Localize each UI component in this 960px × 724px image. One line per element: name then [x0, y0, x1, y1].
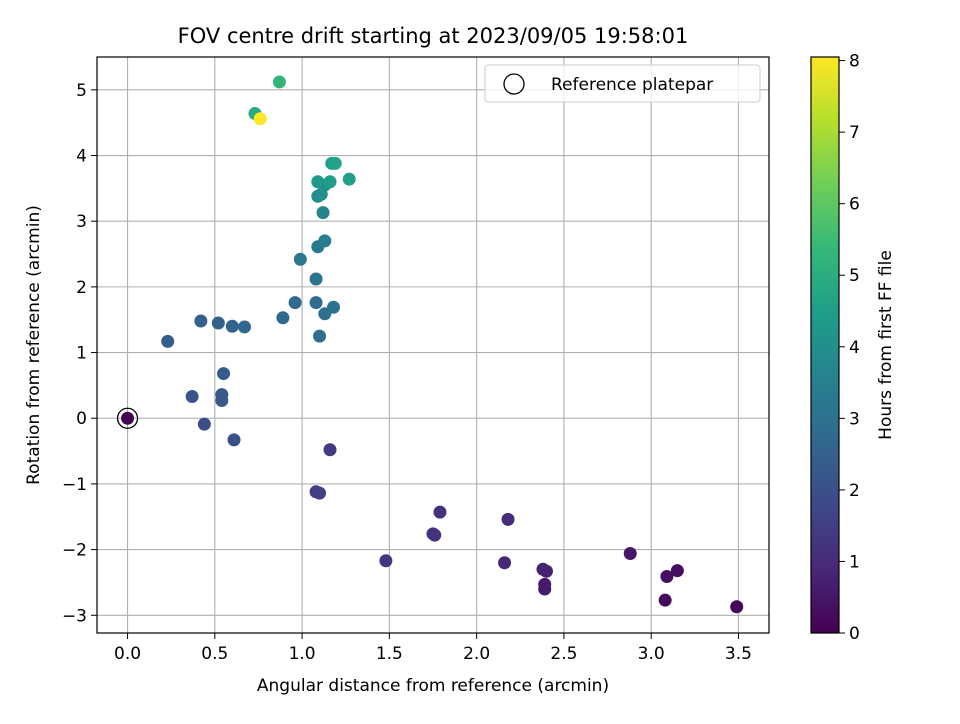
legend-marker-open-circle-icon [503, 73, 525, 95]
data-point [121, 411, 135, 425]
y-tick-label: 2 [76, 278, 87, 298]
colorbar-frame [810, 56, 840, 634]
colorbar-tick-label: 1 [849, 552, 860, 572]
data-point [660, 570, 674, 584]
colorbar-tick-label: 0 [849, 624, 860, 644]
y-tick-label: 5 [76, 81, 87, 101]
x-tick-label: 0.0 [114, 644, 141, 664]
x-axis-ticks: 0.0 0.5 1.0 1.5 2.0 2.5 3.0 3.5 [114, 633, 752, 664]
x-tick-label: 2.0 [463, 644, 490, 664]
colorbar-tick-label: 3 [849, 409, 860, 429]
x-axis-label: Angular distance from reference (arcmin) [257, 676, 609, 696]
y-tick-label: −2 [62, 541, 87, 561]
y-tick-label: 1 [76, 344, 87, 364]
data-point [313, 486, 327, 500]
data-point [501, 512, 515, 526]
data-point [658, 593, 672, 607]
plot-frame [96, 56, 770, 634]
x-tick-label: 1.0 [289, 644, 316, 664]
colorbar-tick-label: 2 [849, 481, 860, 501]
y-tick-label: 4 [76, 147, 87, 167]
data-point [318, 234, 332, 248]
data-point [538, 577, 552, 591]
data-point [227, 433, 241, 447]
data-point [194, 314, 208, 328]
data-point [623, 547, 637, 561]
colorbar-tick-label: 4 [849, 338, 860, 358]
data-point [225, 319, 239, 333]
x-tick-label: 0.5 [201, 644, 228, 664]
data-point [276, 311, 290, 325]
data-point [313, 329, 327, 343]
data-point [253, 112, 267, 126]
data-point [161, 334, 175, 348]
x-tick-label: 2.5 [550, 644, 577, 664]
data-point [327, 300, 341, 314]
data-point [197, 417, 211, 431]
colorbar-gradient [811, 57, 839, 633]
x-tick-label: 3.5 [725, 644, 752, 664]
legend: Reference platepar [484, 64, 761, 103]
data-point [328, 156, 342, 170]
reference-marker [116, 407, 139, 429]
colorbar: 0 1 2 3 4 5 6 7 8 Hours from first FF file [810, 52, 896, 644]
y-axis-ticks: −3 −2 −1 0 1 2 3 4 5 [62, 81, 97, 626]
data-point [379, 554, 393, 568]
colorbar-tick-label: 5 [849, 266, 860, 286]
data-point [311, 175, 325, 189]
data-point [293, 252, 307, 266]
y-tick-label: −3 [62, 606, 87, 626]
data-point [433, 505, 447, 519]
grid [97, 57, 769, 633]
x-tick-label: 3.0 [638, 644, 665, 664]
data-point [426, 527, 440, 541]
x-tick-label: 1.5 [376, 644, 403, 664]
data-point [536, 562, 550, 576]
colorbar-tick-label: 6 [849, 195, 860, 215]
data-point [316, 206, 330, 220]
data-point [670, 564, 684, 578]
data-points [121, 75, 744, 614]
data-point [272, 75, 286, 89]
data-point [309, 272, 323, 286]
y-tick-label: −1 [62, 475, 87, 495]
data-point [217, 367, 231, 381]
data-point [323, 175, 337, 189]
data-point [215, 393, 229, 407]
data-point [211, 316, 225, 330]
colorbar-label: Hours from first FF file [876, 250, 896, 440]
y-tick-label: 3 [76, 212, 87, 232]
data-point [309, 296, 323, 310]
data-point [342, 172, 356, 186]
colorbar-tick-label: 8 [849, 52, 860, 72]
reference-marker-layer [116, 407, 139, 429]
data-point [323, 443, 337, 457]
data-point [185, 390, 199, 404]
data-point [288, 296, 302, 310]
colorbar-ticks: 0 1 2 3 4 5 6 7 8 [839, 52, 860, 644]
y-axis-label: Rotation from reference (arcmin) [24, 205, 44, 485]
data-point [498, 556, 512, 570]
legend-box [484, 64, 761, 103]
legend-entry-label: Reference platepar [551, 75, 713, 95]
y-tick-label: 0 [76, 409, 87, 429]
colorbar-tick-label: 7 [849, 123, 860, 143]
chart-title: FOV centre drift starting at 2023/09/05 … [178, 24, 689, 48]
data-point [237, 320, 251, 334]
data-point [730, 600, 744, 614]
